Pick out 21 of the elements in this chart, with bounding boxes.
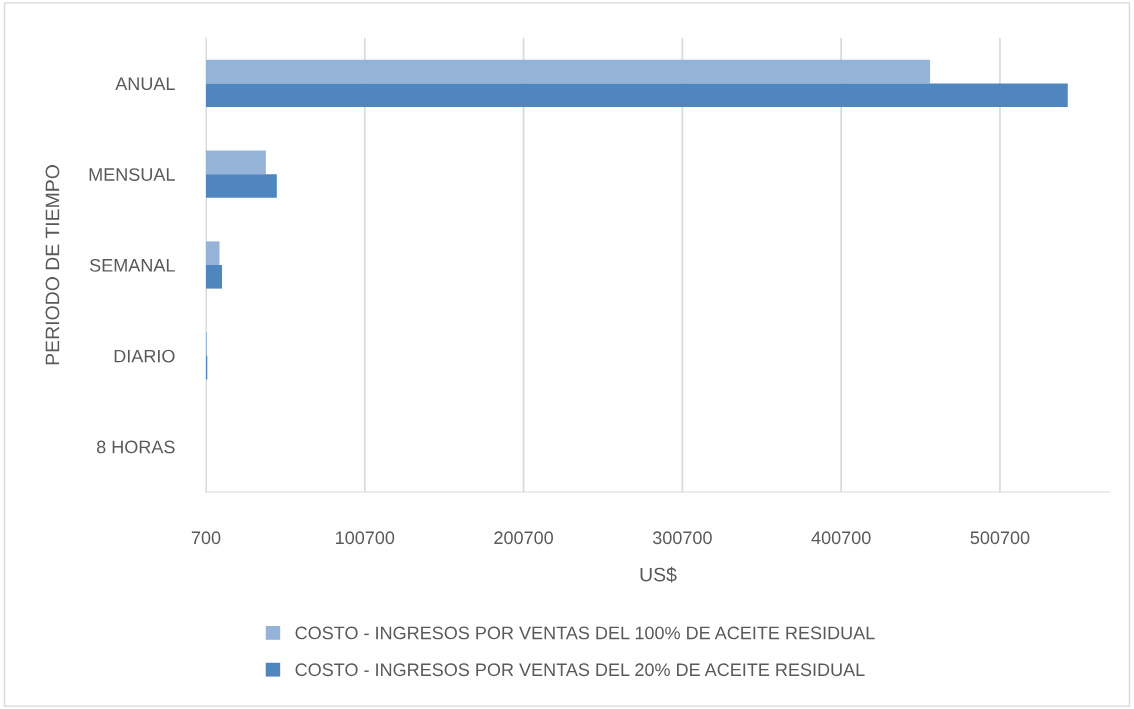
y-tick-label: SEMANAL: [89, 258, 175, 272]
y-tick-label: DIARIO: [114, 349, 175, 363]
bar: [206, 174, 277, 198]
bar: [206, 59, 931, 84]
y-tick-label: MENSUAL: [89, 168, 175, 181]
y-tick-label: ANUAL: [115, 77, 175, 91]
bar: [206, 150, 266, 175]
legend-label: COSTO - INGRESOS POR VENTAS DEL 100% DE ACEITE RESIDUAL: [295, 626, 875, 640]
x-tick-label: 500700: [970, 531, 1030, 545]
y-axis-title: PERIODO DE TIEMPO: [45, 165, 60, 365]
bar: [206, 241, 220, 265]
x-axis-title: US$: [640, 566, 677, 583]
legend-label: COSTO - INGRESOS POR VENTAS DEL 20% DE ACEITE RESIDUAL: [295, 663, 865, 677]
x-tick-label: 700: [191, 531, 221, 545]
x-tick-label: 400700: [811, 531, 871, 545]
bar: [206, 83, 1068, 108]
y-tick-label: 8 HORAS: [96, 440, 175, 454]
x-tick-label: 200700: [494, 531, 553, 545]
x-tick-label: 300700: [652, 531, 712, 545]
bar: [206, 265, 223, 289]
x-tick-label: 100700: [336, 531, 395, 545]
